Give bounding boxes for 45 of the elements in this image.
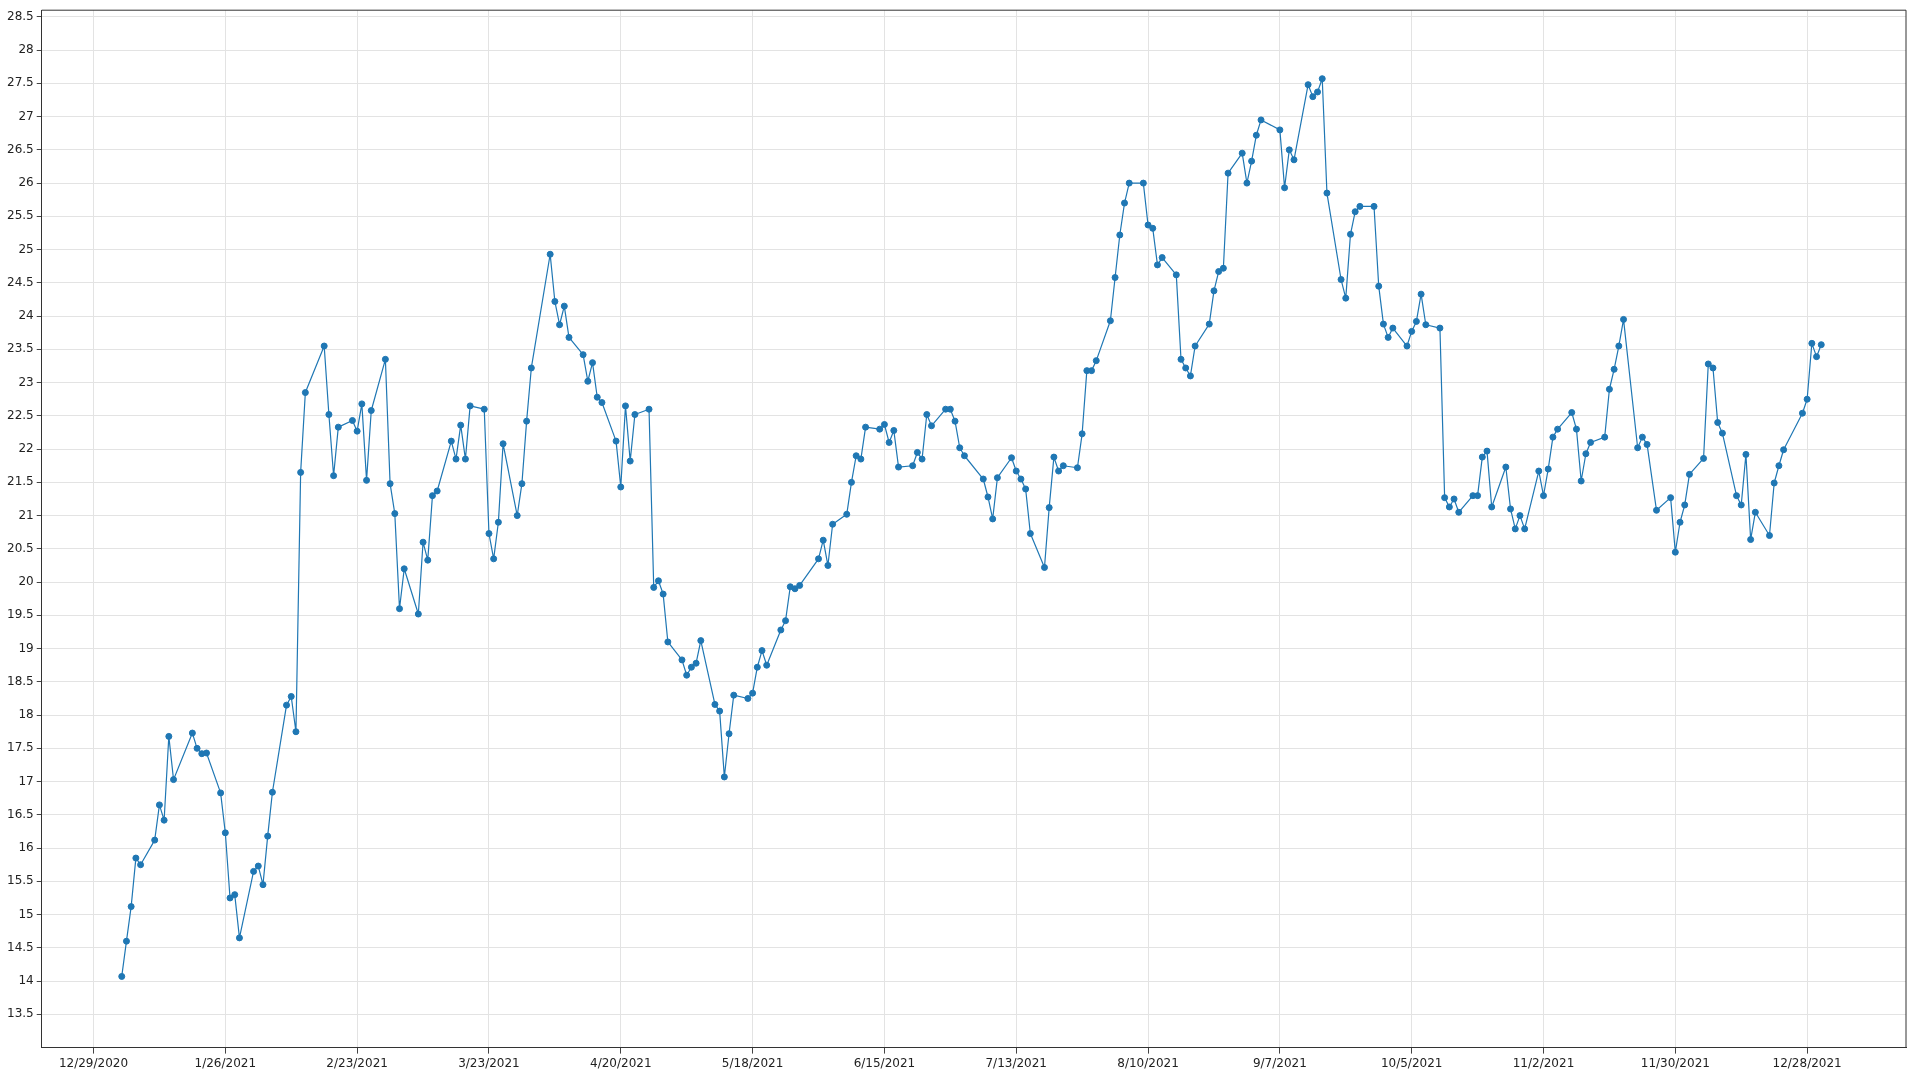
y-tick-label: 17: [18, 773, 34, 788]
y-tick-label: 28: [18, 42, 34, 57]
y-tick-label: 23: [18, 374, 34, 389]
y-tick-label: 22.5: [7, 407, 34, 422]
y-tick-label: 20: [18, 574, 34, 589]
x-tick-label: 3/23/2021: [458, 1055, 520, 1070]
x-tick-label: 12/28/2021: [1772, 1055, 1842, 1070]
x-tick-label: 4/20/2021: [590, 1055, 652, 1070]
y-tick-label: 28.5: [7, 8, 34, 23]
y-tick-label: 22: [18, 441, 34, 456]
x-tick-label: 7/13/2021: [985, 1055, 1047, 1070]
y-tick-label: 24.5: [7, 274, 34, 289]
x-tick-label: 1/26/2021: [194, 1055, 257, 1070]
y-tick-label: 16: [18, 840, 34, 855]
y-tick-label: 21.5: [7, 474, 34, 489]
x-tick-label: 6/15/2021: [853, 1055, 916, 1070]
y-tick-label: 13.5: [7, 1006, 34, 1021]
y-tick-label: 23.5: [7, 341, 34, 356]
y-tick-label: 17.5: [7, 740, 34, 755]
y-tick-label: 19: [18, 640, 34, 655]
y-tick-label: 16.5: [7, 806, 34, 821]
y-tick-label: 15.5: [7, 873, 34, 888]
y-tick-label: 18.5: [7, 673, 34, 688]
x-tick-label: 9/7/2021: [1252, 1055, 1307, 1070]
x-tick-label: 11/2/2021: [1512, 1055, 1575, 1070]
x-tick-label: 8/10/2021: [1117, 1055, 1179, 1070]
y-tick-label: 24: [18, 308, 34, 323]
y-tick-label: 27.5: [7, 75, 34, 90]
y-tick-label: 27: [18, 108, 34, 123]
y-tick-label: 14.5: [7, 939, 34, 954]
x-tick-label: 5/18/2021: [721, 1055, 784, 1070]
x-tick-label: 2/23/2021: [326, 1055, 388, 1070]
y-tick-label: 20.5: [7, 540, 34, 555]
y-tick-label: 21: [18, 507, 34, 522]
y-tick-label: 26.5: [7, 141, 34, 156]
y-tick-label: 15: [18, 906, 34, 921]
x-tick-label: 11/30/2021: [1640, 1055, 1710, 1070]
y-tick-label: 25.5: [7, 208, 34, 223]
x-tick-label: 10/5/2021: [1380, 1055, 1443, 1070]
y-tick-label: 26: [18, 175, 34, 190]
y-tick-label: 25: [18, 241, 34, 256]
y-tick-label: 18: [18, 707, 34, 722]
y-tick-label: 19.5: [7, 607, 34, 622]
y-tick-label: 14: [18, 973, 34, 988]
x-tick-label: 12/29/2020: [58, 1055, 129, 1070]
